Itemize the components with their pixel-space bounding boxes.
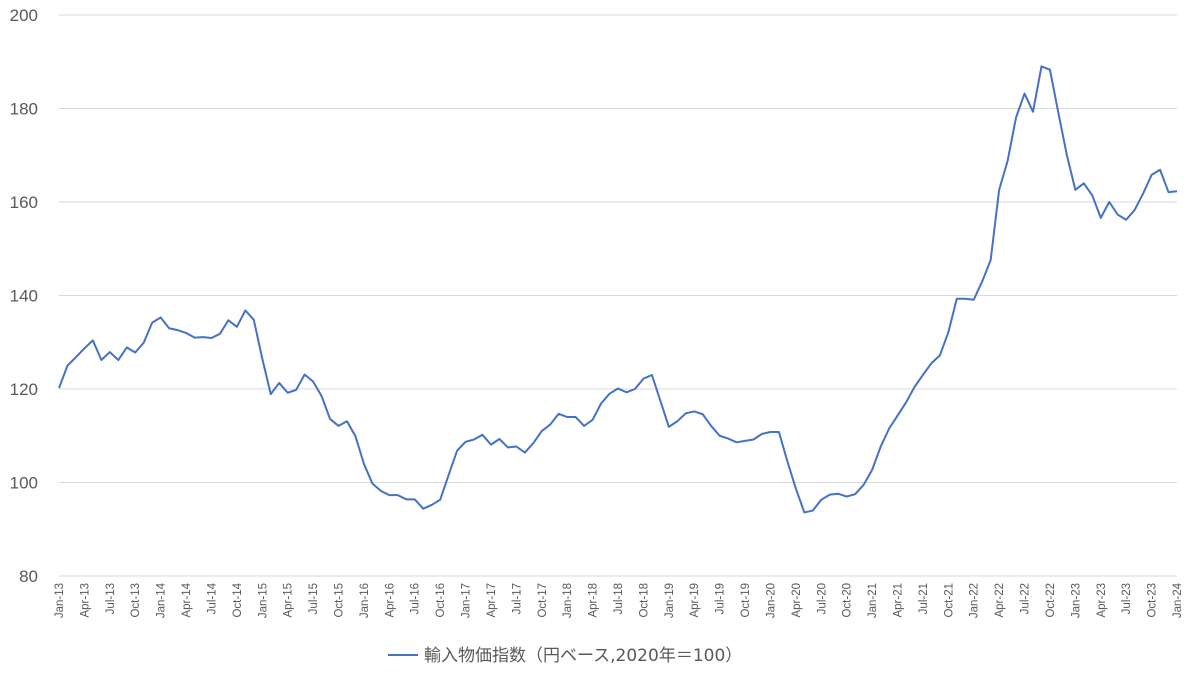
legend-label: 輸入物価指数（円ベース,2020年＝100） [424,646,742,666]
x-tick-label: Jan-24 [1172,582,1184,618]
y-tick-label: 160 [10,193,38,212]
x-tick-label: Oct-23 [1147,583,1159,618]
x-tick-label: Jul-18 [613,583,625,614]
x-tick-label: Apr-15 [283,583,295,618]
x-tick-label: Jan-21 [867,583,879,618]
x-tick-label: Apr-23 [1096,583,1108,618]
x-tick-label: Jul-16 [410,583,422,614]
x-tick-label: Oct-21 [943,583,955,618]
x-tick-label: Oct-13 [130,583,142,618]
x-tick-label: Oct-17 [537,583,549,618]
x-tick-label: Apr-22 [994,583,1006,618]
x-tick-label: Jan-18 [562,583,574,618]
series-line-0 [58,65,1178,514]
y-tick-label: 120 [10,380,38,399]
x-tick-label: Jan-15 [257,583,269,618]
series-lines [58,65,1178,514]
y-tick-label: 80 [19,567,38,586]
x-tick-label: Apr-14 [181,582,193,617]
x-tick-label: Jan-20 [765,583,777,618]
y-axis-tick-labels: 80 100 120 140 160 180 200 [10,6,38,586]
x-tick-label: Jan-19 [664,583,676,618]
x-tick-label: Jul-13 [105,583,117,614]
x-tick-label: Apr-19 [689,583,701,618]
y-tick-label: 200 [10,6,38,25]
x-tick-label: Jul-19 [715,583,727,614]
x-tick-label: Jul-14 [206,582,218,614]
gridlines [59,14,1177,577]
x-tick-label: Jan-13 [54,583,66,618]
x-tick-label: Oct-19 [740,583,752,618]
x-tick-label: Jul-21 [918,583,930,614]
x-tick-label: Apr-20 [791,583,803,618]
legend: 輸入物価指数（円ベース,2020年＝100） [388,646,742,666]
x-tick-label: Jul-23 [1121,583,1133,614]
x-tick-label: Oct-18 [638,583,650,618]
x-tick-label: Oct-20 [842,583,854,618]
x-tick-label: Apr-18 [588,583,600,618]
x-tick-label: Jan-14 [156,582,168,618]
x-tick-label: Apr-17 [486,583,498,618]
x-tick-label: Jul-17 [511,583,523,614]
y-tick-label: 180 [10,100,38,119]
x-tick-label: Jan-23 [1070,583,1082,618]
x-tick-label: Oct-14 [232,582,244,617]
y-tick-label: 100 [10,474,38,493]
x-tick-label: Apr-16 [384,583,396,618]
x-tick-label: Apr-13 [79,583,91,618]
x-tick-label: Jul-22 [1020,583,1032,614]
x-tick-label: Jan-17 [461,583,473,618]
x-tick-label: Jul-15 [308,583,320,614]
x-tick-label: Oct-16 [435,583,447,618]
x-tick-label: Oct-15 [334,583,346,618]
x-tick-label: Oct-22 [1045,583,1057,618]
x-tick-label: Jan-16 [359,583,371,618]
x-axis-tick-labels: Jan-13 Apr-13 Jul-13 Oct-13 Jan-14 Apr-14 Jul-… [54,582,1184,618]
x-tick-label: Jul-20 [816,583,828,614]
x-tick-label: Jan-22 [969,583,981,618]
x-tick-label: Apr-21 [893,583,905,618]
y-tick-label: 140 [10,287,38,306]
